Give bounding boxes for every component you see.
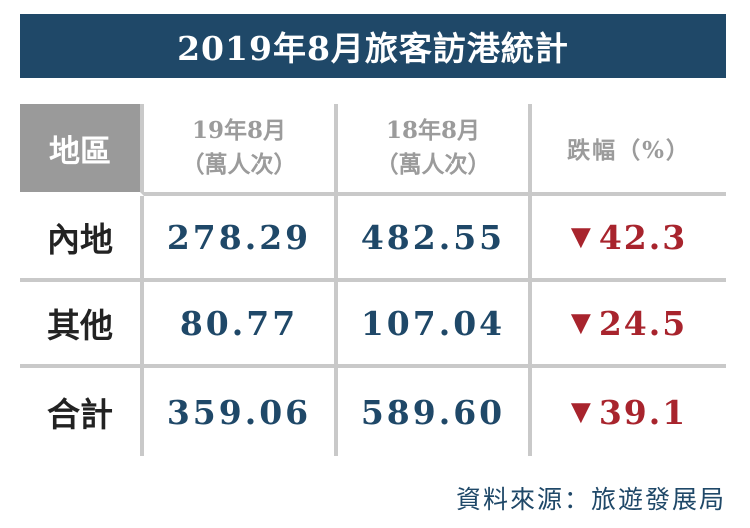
row-mainland-change-value: 42.3 <box>598 217 688 257</box>
row-total-change: ▼ 39.1 <box>532 368 726 456</box>
header-aug2018-line2: （萬人次） <box>375 151 491 178</box>
row-total-aug2018: 589.60 <box>338 368 532 456</box>
down-triangle-icon: ▼ <box>570 222 593 252</box>
header-aug2018-line1: 18年8月 <box>385 117 480 144</box>
row-total-aug2019: 359.06 <box>144 368 338 456</box>
row-other-region: 其他 <box>20 282 144 368</box>
down-triangle-icon: ▼ <box>570 397 593 427</box>
source-note: 資料來源：旅遊發展局 <box>455 485 726 514</box>
row-other-aug2018: 107.04 <box>338 282 532 368</box>
row-other-aug2019: 80.77 <box>144 282 338 368</box>
header-region: 地區 <box>20 104 144 196</box>
chart-title: 2019年8月旅客訪港統計 <box>20 14 726 78</box>
header-change: 跌幅（%） <box>532 104 726 196</box>
header-aug2019: 19年8月 （萬人次） <box>144 104 338 196</box>
row-mainland-change: ▼ 42.3 <box>532 196 726 282</box>
row-other-change: ▼ 24.5 <box>532 282 726 368</box>
row-mainland-region: 內地 <box>20 196 144 282</box>
row-mainland-aug2019: 278.29 <box>144 196 338 282</box>
row-total-change-value: 39.1 <box>598 392 688 432</box>
down-triangle-icon: ▼ <box>570 308 593 338</box>
stats-table: 地區 19年8月 （萬人次） 18年8月 （萬人次） 跌幅（%） 內地 278.… <box>20 104 726 456</box>
row-other-change-value: 24.5 <box>598 303 688 343</box>
header-aug2018: 18年8月 （萬人次） <box>338 104 532 196</box>
row-total-region: 合計 <box>20 368 144 456</box>
header-aug2019-line1: 19年8月 <box>191 117 286 144</box>
row-mainland-aug2018: 482.55 <box>338 196 532 282</box>
header-aug2019-line2: （萬人次） <box>181 151 297 178</box>
